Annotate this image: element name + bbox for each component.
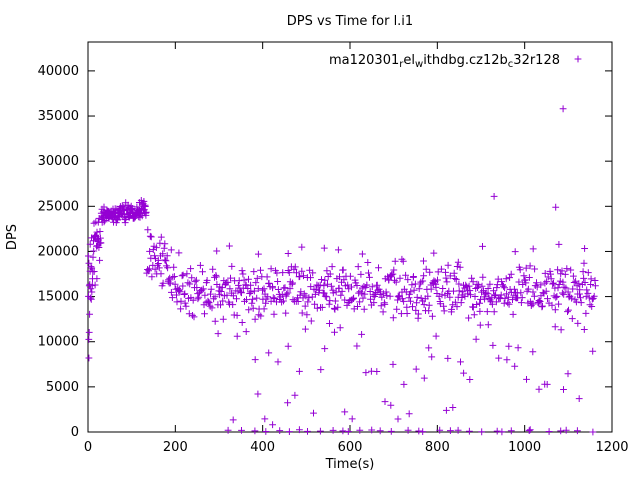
x-tick-label: 800 [425,440,450,455]
legend-label: ma120301relwithdbg.cz12bc32r128 [329,53,560,70]
y-tick-label: 25000 [38,199,79,214]
y-tick-label: 35000 [38,109,79,124]
y-tick-label: 0 [71,425,79,440]
y-tick-label: 5000 [46,380,79,395]
y-tick-label: 30000 [38,154,79,169]
x-tick-label: 1200 [595,440,628,455]
x-tick-label: 600 [338,440,363,455]
data-points [85,105,599,436]
y-tick-label: 40000 [38,64,79,79]
chart-title: DPS vs Time for l.i1 [287,14,413,29]
data-points-layer [85,105,599,436]
y-tick-label: 15000 [38,290,79,305]
x-tick-label: 0 [84,440,92,455]
legend-marker-plus [574,55,582,63]
plot-border [87,41,613,433]
axes: 0 200 400 600 800 1000 1200 0 5000 10000 15000 2000… [38,41,629,455]
y-axis-label: DPS [5,224,20,250]
y-tick-label: 10000 [38,335,79,350]
x-axis-label: Time(s) [325,457,375,472]
x-tick-label: 400 [250,440,275,455]
x-tick-label: 200 [163,440,188,455]
x-tick-label: 1000 [508,440,541,455]
y-tick-label: 20000 [38,244,79,259]
legend: ma120301relwithdbg.cz12bc32r128 [329,53,582,70]
